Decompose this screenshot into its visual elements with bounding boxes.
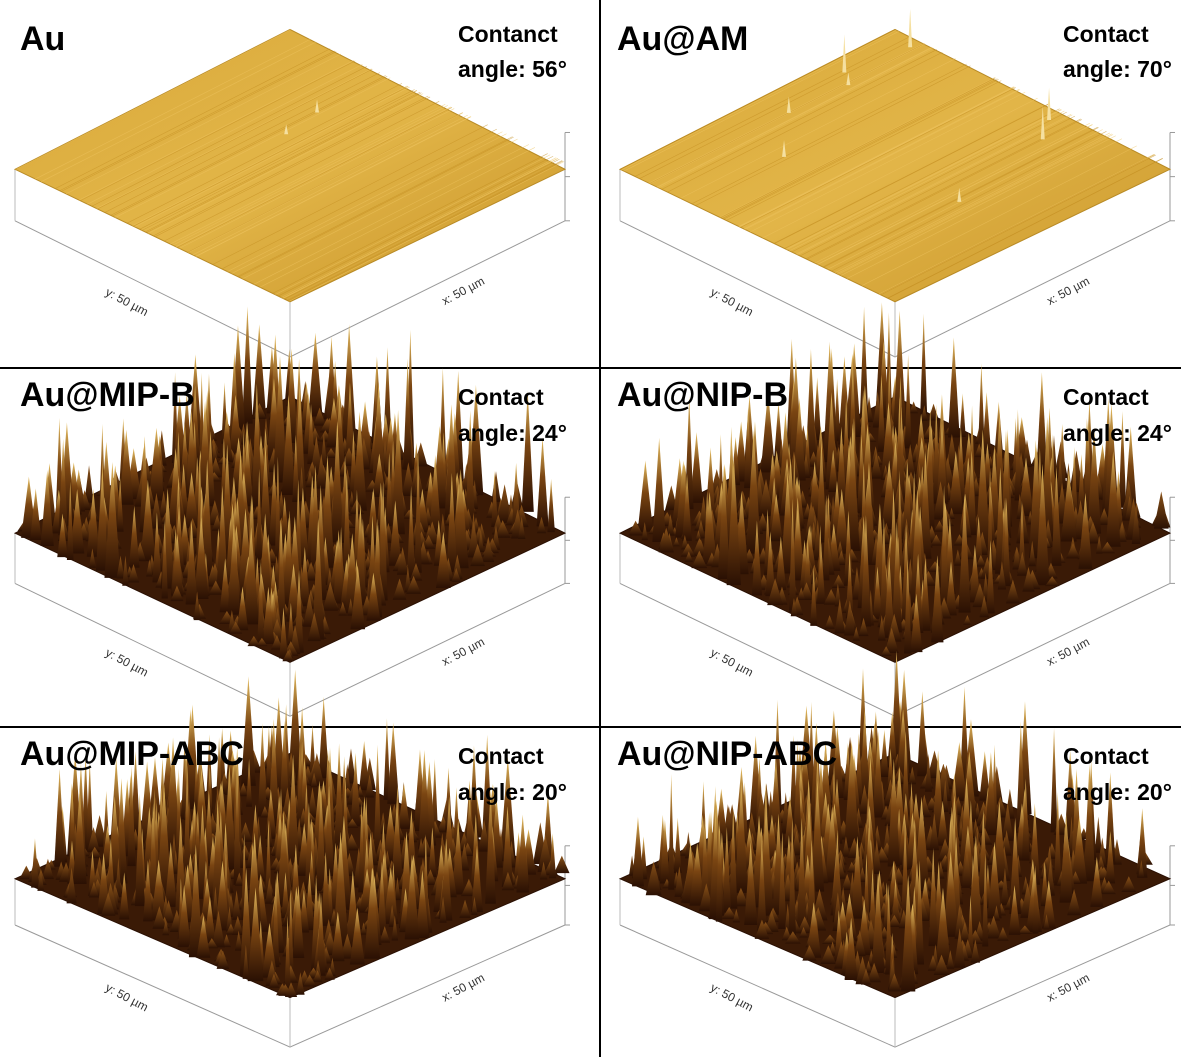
y-axis-label: y: 50 µm (708, 980, 755, 1014)
y-axis-label: y: 50 µm (103, 645, 150, 679)
panel-title: Au@AM (617, 20, 748, 58)
surface-spike (1051, 728, 1058, 833)
surface-spike (554, 856, 569, 873)
panel: Au@AMContactangle: 70°y: 50 µmx: 50 µm (617, 9, 1175, 357)
y-axis-label: y: 50 µm (708, 285, 755, 319)
contact-angle: Contact (458, 743, 544, 769)
panel-title: Au@MIP-B (20, 376, 195, 414)
surface-spike (1047, 88, 1051, 120)
panel: Au@NIP-ABC Contact angle: 20° y: 50 µm x: 50… (617, 651, 1175, 1048)
contact-angle: Contact (1063, 743, 1149, 769)
surface-spike (537, 437, 549, 526)
surface-spike (674, 818, 682, 873)
surface-spike (928, 404, 939, 421)
panel-title: Au@NIP-B (617, 376, 788, 414)
contact-angle: angle: 56° (458, 56, 567, 82)
surface-spike (668, 774, 674, 890)
surface-spike (960, 393, 966, 437)
contact-angle: angle: 20° (1063, 779, 1172, 805)
surface-spike (917, 691, 928, 776)
y-axis-label: y: 50 µm (103, 980, 150, 1014)
figure: Au Contanct angle: 56° y: 50 µm x: 50 µm Au@A… (0, 0, 1181, 1057)
panel: Au@NIP-B Contact angle: 24° y: 50 µm x: 50 µ… (617, 302, 1175, 716)
contact-angle: angle: 20° (458, 779, 567, 805)
panel-title: Au@NIP-ABC (617, 735, 837, 773)
surface-spike (842, 35, 846, 73)
surface-spike (920, 314, 927, 414)
surface-spike (880, 730, 889, 777)
surface-spike (1154, 491, 1169, 528)
contact-angle: angle: 24° (1063, 420, 1172, 446)
panel-title: Au@MIP-ABC (20, 735, 244, 773)
x-axis-label: x: 50 µm (1044, 635, 1091, 669)
x-axis-label: x: 50 µm (439, 970, 486, 1004)
contact-angle: Contact (1063, 21, 1149, 47)
surface-spike (638, 461, 654, 532)
contact-angle: angle: 24° (458, 420, 567, 446)
surface-spike (547, 479, 554, 532)
contact-angle: Contanct (458, 21, 558, 47)
surface-spike (908, 9, 912, 47)
y-axis-label: y: 50 µm (103, 285, 150, 319)
x-axis-label: x: 50 µm (1044, 970, 1091, 1004)
panel-title: Au (20, 20, 65, 58)
surface-spike (632, 817, 644, 887)
contact-angle: Contact (458, 384, 544, 410)
x-axis-label: x: 50 µm (439, 635, 486, 669)
surface-spike (359, 741, 369, 790)
surface-spike (948, 337, 960, 437)
surface-spike (242, 306, 253, 423)
panel: AuContanctangle: 56°y: 50 µmx: 50 µm (15, 20, 570, 357)
surface-spike (308, 333, 322, 417)
y-axis-label: y: 50 µm (708, 645, 755, 679)
contact-angle: Contact (1063, 384, 1149, 410)
surface-spike (652, 438, 666, 542)
contact-angle: angle: 70° (1063, 56, 1172, 82)
